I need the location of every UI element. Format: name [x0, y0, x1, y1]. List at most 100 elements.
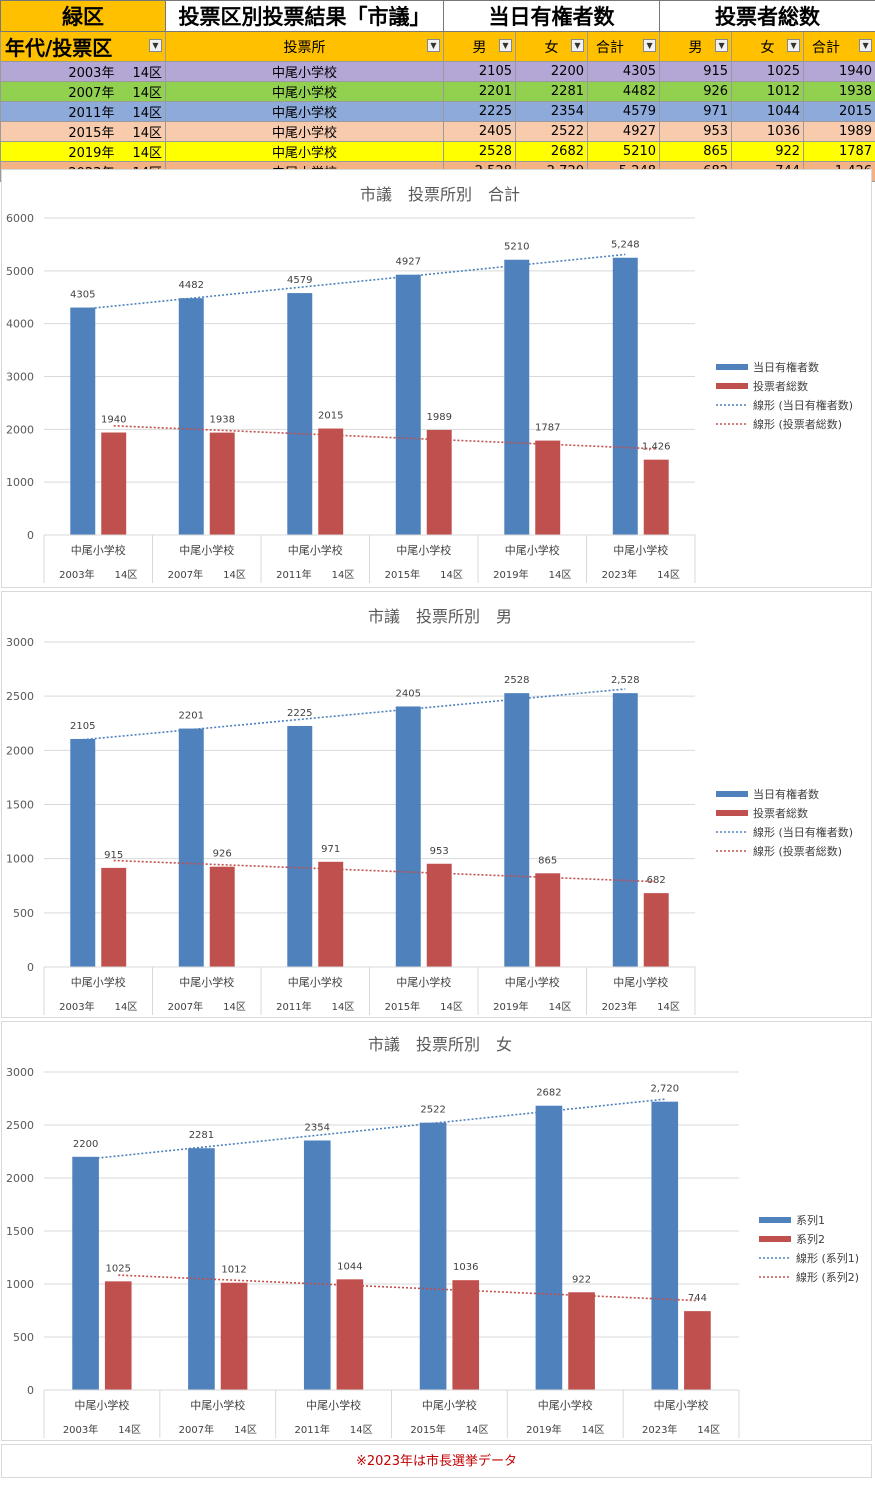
filter-active-icon[interactable]: ▼ — [427, 39, 440, 52]
year-district-cell[interactable]: 2007年 14区 — [0, 81, 166, 102]
bar-series-2[interactable] — [318, 428, 344, 535]
bar-series-1[interactable] — [651, 1101, 679, 1390]
polling-place-cell[interactable]: 中尾小学校 — [165, 121, 444, 142]
bar-series-2[interactable] — [336, 1279, 364, 1390]
value-cell[interactable]: 4927 — [586, 121, 661, 142]
bar-series-1[interactable] — [395, 274, 421, 535]
value-cell[interactable]: 2281 — [515, 81, 588, 102]
filter-dropdown-icon[interactable]: ▼ — [571, 39, 584, 52]
value-cell[interactable]: 915 — [659, 61, 733, 82]
value-cell[interactable]: 1989 — [803, 121, 875, 142]
bar-series-1[interactable] — [612, 693, 638, 967]
filter-dropdown-icon[interactable]: ▼ — [149, 39, 162, 52]
bar-series-1[interactable] — [70, 738, 96, 967]
value-cell[interactable]: 2225 — [443, 101, 516, 122]
filter-dropdown-icon[interactable]: ▼ — [643, 39, 657, 52]
bar-series-1[interactable] — [188, 1148, 215, 1390]
value-cell[interactable]: 1036 — [731, 121, 805, 142]
bar-series-1[interactable] — [178, 298, 204, 535]
polling-place-cell[interactable]: 中尾小学校 — [165, 81, 444, 102]
year-district-cell[interactable]: 2015年 14区 — [0, 121, 166, 142]
bar-series-2[interactable] — [101, 432, 127, 535]
polling-place-cell[interactable]: 中尾小学校 — [165, 101, 444, 122]
header-eligible-male[interactable]: 男 ▼ — [443, 31, 516, 62]
value-cell[interactable]: 1787 — [803, 141, 875, 162]
value-cell[interactable]: 2105 — [443, 61, 516, 82]
bar-series-2[interactable] — [426, 429, 452, 535]
header-year-district[interactable]: 年代/投票区 ▼ — [0, 31, 166, 62]
bar-series-1[interactable] — [612, 257, 638, 535]
bar-series-2[interactable] — [209, 432, 235, 535]
bar-series-1[interactable] — [504, 259, 530, 535]
bar-series-1[interactable] — [303, 1140, 331, 1390]
header-eligible-total[interactable]: 合計 ▼ — [586, 31, 661, 62]
data-label: 1012 — [221, 1265, 246, 1276]
chart-total[interactable]: 市議 投票所別 合計 0 1000 2000 3000 4000 5000 6000 中尾小学校… — [1, 169, 872, 588]
bar-series-1[interactable] — [178, 728, 204, 967]
value-cell[interactable]: 2200 — [515, 61, 588, 82]
header-voters-female[interactable]: 女 ▼ — [731, 31, 805, 62]
header-voters-male[interactable]: 男 ▼ — [659, 31, 733, 62]
bar-series-2[interactable] — [535, 873, 561, 967]
year-district-cell[interactable]: 2019年 14区 — [0, 141, 166, 162]
value-cell[interactable]: 2405 — [443, 121, 516, 142]
trendline-series-1 — [82, 253, 626, 310]
filter-dropdown-icon[interactable]: ▼ — [499, 39, 512, 52]
value-cell[interactable]: 971 — [659, 101, 733, 122]
bar-series-2[interactable] — [220, 1282, 248, 1390]
bar-series-2[interactable] — [318, 861, 344, 967]
value-cell[interactable]: 922 — [731, 141, 805, 162]
bar-series-1[interactable] — [287, 725, 313, 967]
bar-series-2[interactable] — [643, 893, 669, 967]
bar-series-2[interactable] — [684, 1311, 711, 1390]
header-voters-total[interactable]: 合計 ▼ — [803, 31, 875, 62]
bar-series-2[interactable] — [104, 1281, 132, 1390]
value-cell[interactable]: 4305 — [586, 61, 661, 82]
value-cell[interactable]: 865 — [659, 141, 733, 162]
value-cell[interactable]: 2522 — [515, 121, 588, 142]
data-label: 2,528 — [611, 675, 640, 686]
value-cell[interactable]: 2354 — [515, 101, 588, 122]
value-cell[interactable]: 2201 — [443, 81, 516, 102]
bar-series-2[interactable] — [209, 866, 235, 967]
year-district-cell[interactable]: 2003年 14区 — [0, 61, 166, 82]
value-cell[interactable]: 1938 — [803, 81, 875, 102]
chart-female[interactable]: 市議 投票所別 女 0 500 1000 1500 2000 2500 3000 中尾小学校 20… — [1, 1021, 872, 1441]
value-cell[interactable]: 926 — [659, 81, 733, 102]
value-cell[interactable]: 2528 — [443, 141, 516, 162]
value-cell[interactable]: 4482 — [586, 81, 661, 102]
filter-dropdown-icon[interactable]: ▼ — [787, 39, 801, 52]
polling-place-cell[interactable]: 中尾小学校 — [165, 61, 444, 82]
value-cell[interactable]: 1012 — [731, 81, 805, 102]
value-cell[interactable]: 5210 — [586, 141, 661, 162]
value-cell[interactable]: 1044 — [731, 101, 805, 122]
data-label: 2201 — [179, 711, 204, 722]
filter-dropdown-icon[interactable]: ▼ — [859, 39, 873, 52]
chart-male[interactable]: 市議 投票所別 男 0 500 1000 1500 2000 2500 3000 中尾小学校 20… — [1, 591, 872, 1018]
value-cell[interactable]: 1025 — [731, 61, 805, 82]
bar-series-2[interactable] — [101, 867, 127, 967]
year-district-cell[interactable]: 2011年 14区 — [0, 101, 166, 122]
bar-series-2[interactable] — [535, 440, 561, 535]
bar-series-2[interactable] — [568, 1292, 595, 1390]
bar-series-1[interactable] — [535, 1105, 563, 1390]
value-cell[interactable]: 1940 — [803, 61, 875, 82]
bar-series-1[interactable] — [395, 706, 421, 967]
value-cell[interactable]: 2015 — [803, 101, 875, 122]
bar-series-1[interactable] — [419, 1122, 447, 1390]
bar-series-2[interactable] — [452, 1280, 480, 1390]
value-cell[interactable]: 2682 — [515, 141, 588, 162]
value-cell[interactable]: 4579 — [586, 101, 661, 122]
polling-place-cell[interactable]: 中尾小学校 — [165, 141, 444, 162]
header-eligible-female[interactable]: 女 ▼ — [515, 31, 588, 62]
bar-series-1[interactable] — [504, 693, 530, 967]
bar-series-1[interactable] — [72, 1156, 99, 1390]
bar-series-2[interactable] — [426, 863, 452, 967]
year-cell-text: 2003年 — [68, 66, 115, 81]
bar-series-1[interactable] — [287, 293, 313, 535]
bar-series-1[interactable] — [70, 307, 96, 535]
header-polling-place[interactable]: 投票所 ▼ — [165, 31, 444, 62]
bar-series-2[interactable] — [643, 459, 669, 535]
filter-dropdown-icon[interactable]: ▼ — [715, 39, 729, 52]
value-cell[interactable]: 953 — [659, 121, 733, 142]
